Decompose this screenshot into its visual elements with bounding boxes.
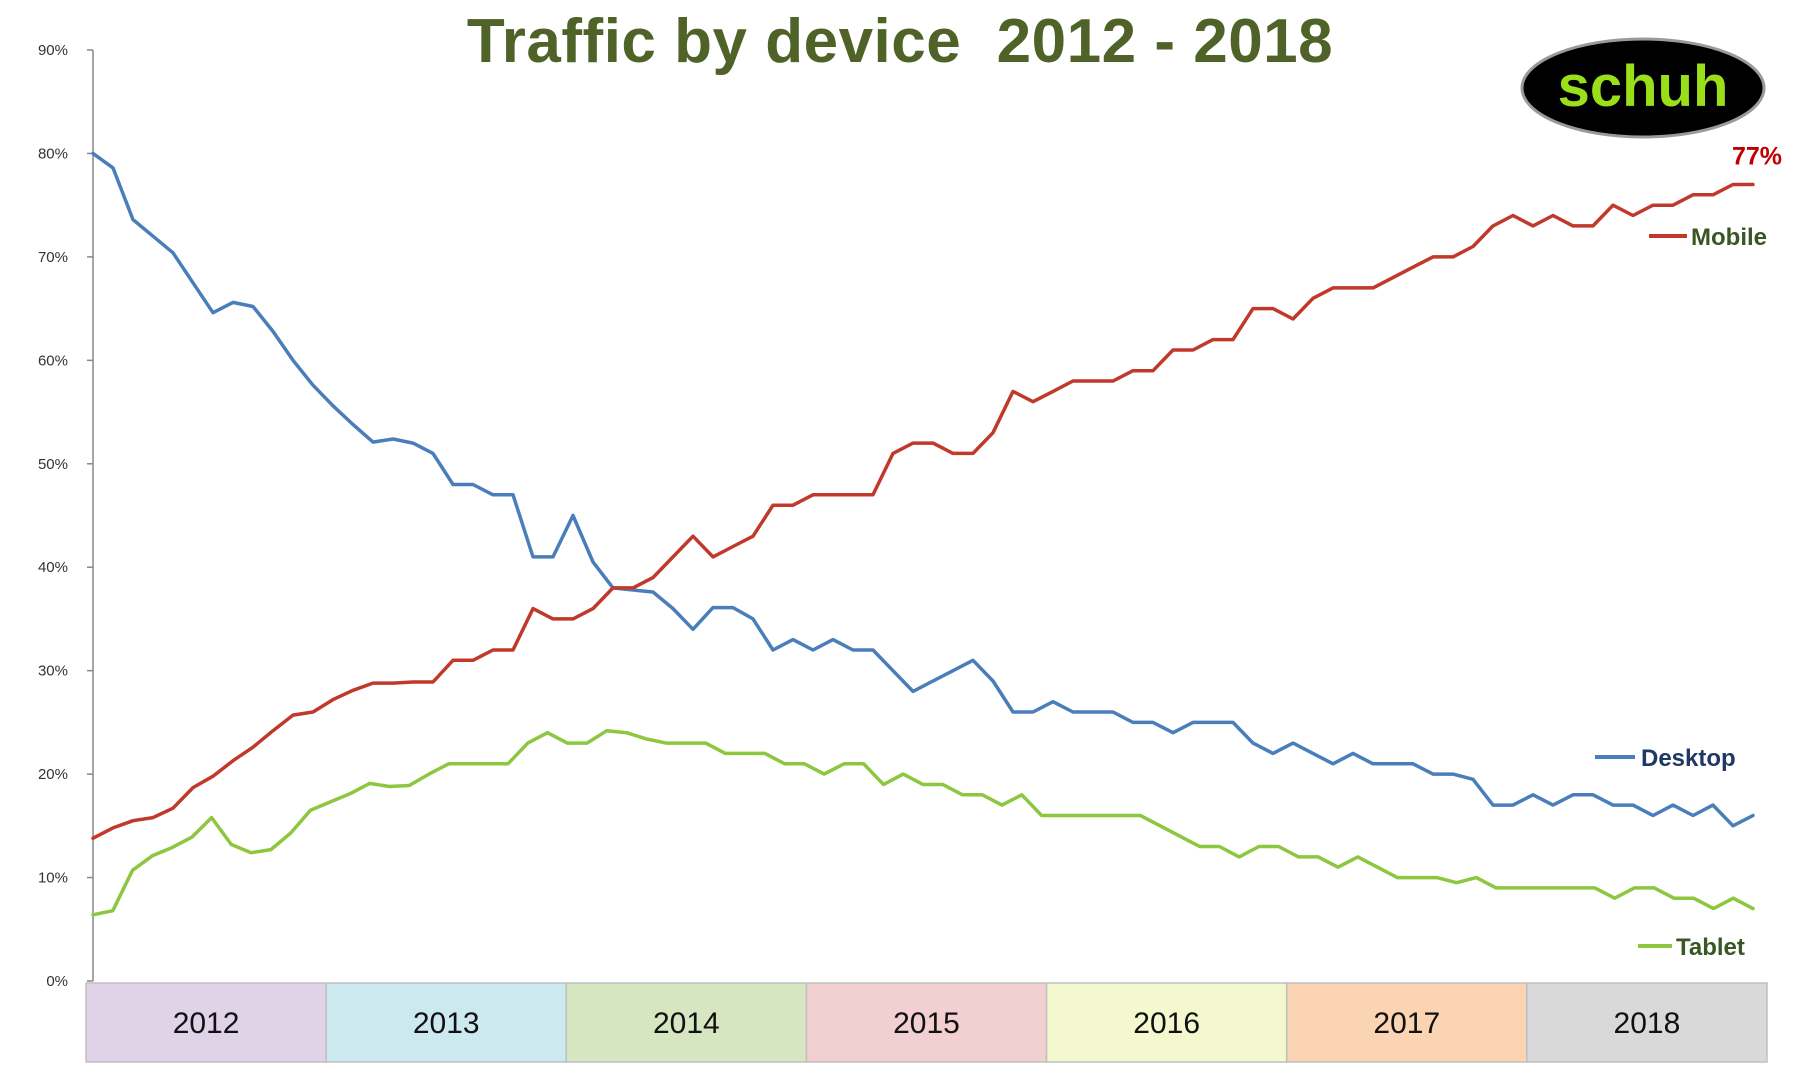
year-label-2018: 2018 [1614,1007,1681,1040]
series-line-mobile [91,182,1755,840]
y-axis: 0% 10% 20% 30% 40% 50% 60% 70% 80% 90% [38,42,94,990]
year-label-2013: 2013 [413,1007,480,1040]
series-line-tablet [91,728,1755,917]
series-lines: 77% [91,142,1782,917]
schuh-logo: schuh [1520,37,1766,139]
year-band-2015 [805,982,1048,1063]
y-tick-label: 80% [38,145,68,162]
y-tick-label: 20% [38,766,68,783]
mobile-end-value-label: 77% [1732,142,1782,170]
y-tick-label: 70% [38,249,68,266]
y-tick-label: 40% [38,559,68,576]
logo-badge [1520,37,1766,139]
legend-label-desktop: Desktop [1641,745,1736,772]
year-band-2012 [85,982,327,1063]
y-tick-label: 60% [38,352,68,369]
year-band-2017 [1285,982,1528,1063]
year-band-2016 [1045,982,1288,1063]
year-label-2012: 2012 [173,1007,240,1040]
y-tick-label: 10% [38,870,68,887]
year-label-2017: 2017 [1373,1007,1440,1040]
chart-title: Traffic by device 2012 - 2018 [466,7,1334,76]
year-band-2013 [325,982,568,1063]
logo-text: schuh [1558,54,1729,119]
year-band-2014 [565,982,808,1063]
y-tick-label: 90% [38,42,68,59]
legend: Desktop Mobile Tablet [1595,224,1767,961]
legend-label-mobile: Mobile [1691,224,1767,251]
year-band-2018 [1526,982,1768,1063]
year-bands: 2012 2013 2014 2015 2016 2017 2018 [85,982,1768,1063]
y-tick-label: 30% [38,663,68,680]
year-label-2015: 2015 [893,1007,960,1040]
legend-label-tablet: Tablet [1676,934,1745,961]
y-tick-label: 50% [38,456,68,473]
year-label-2014: 2014 [653,1007,720,1040]
series-line-desktop [91,151,1755,828]
year-label-2016: 2016 [1133,1007,1200,1040]
y-tick-label: 0% [46,973,68,990]
